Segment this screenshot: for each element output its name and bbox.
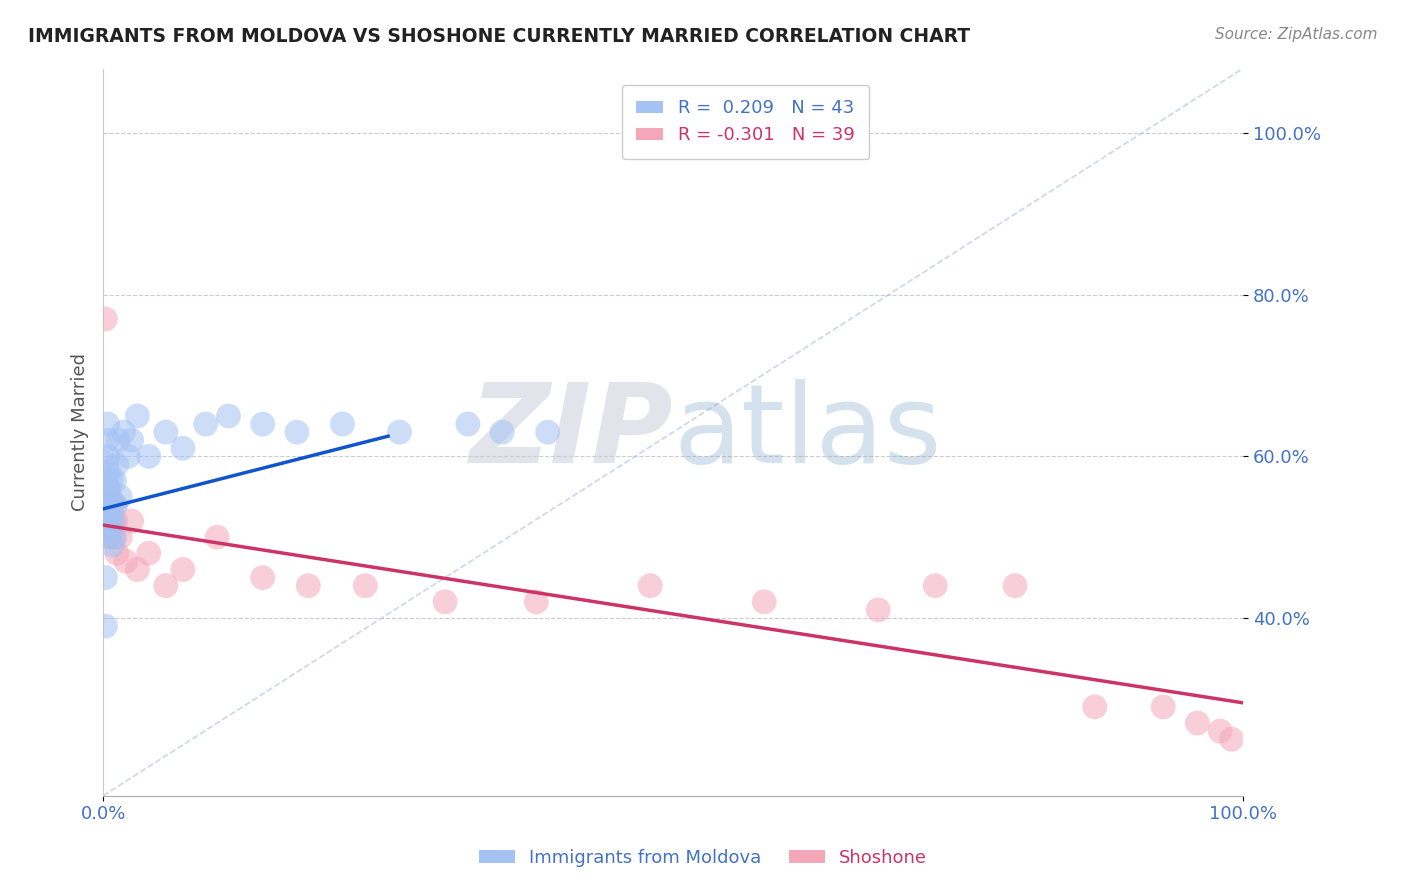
Point [98, 530, 121, 544]
Point [97, 514, 120, 528]
Point [638, 579, 661, 593]
Point [96, 498, 118, 512]
Point [115, 554, 138, 568]
Point [97, 498, 120, 512]
Point [1004, 579, 1026, 593]
Point [101, 498, 124, 512]
Point [754, 595, 776, 609]
Point [127, 409, 149, 423]
Point [104, 514, 127, 528]
Point [110, 490, 132, 504]
Legend: R =  0.209   N = 43, R = -0.301   N = 39: R = 0.209 N = 43, R = -0.301 N = 39 [621, 85, 869, 159]
Point [297, 579, 319, 593]
Point [138, 450, 160, 464]
Point [101, 538, 124, 552]
Point [1220, 732, 1243, 747]
Point [252, 571, 274, 585]
Point [1084, 699, 1107, 714]
Text: ZIP: ZIP [470, 378, 673, 485]
Point [110, 530, 132, 544]
Point [96, 514, 118, 528]
Point [100, 522, 122, 536]
Point [97, 530, 120, 544]
Point [218, 409, 240, 423]
Point [434, 595, 457, 609]
Point [107, 434, 129, 448]
Text: Source: ZipAtlas.com: Source: ZipAtlas.com [1215, 27, 1378, 42]
Point [121, 514, 143, 528]
Point [155, 579, 177, 593]
Text: atlas: atlas [673, 378, 942, 485]
Point [205, 530, 228, 544]
Point [97, 506, 120, 520]
Point [103, 514, 125, 528]
Point [97, 450, 120, 464]
Point [1209, 724, 1232, 739]
Point [96, 458, 118, 472]
Point [96, 474, 118, 488]
Point [117, 450, 139, 464]
Legend: Immigrants from Moldova, Shoshone: Immigrants from Moldova, Shoshone [471, 842, 935, 874]
Point [97, 506, 120, 520]
Point [924, 579, 946, 593]
Point [100, 474, 122, 488]
Point [98, 514, 121, 528]
Point [252, 417, 274, 431]
Point [172, 442, 194, 456]
Point [194, 417, 217, 431]
Point [94, 571, 117, 585]
Point [155, 425, 177, 439]
Point [94, 312, 117, 326]
Point [103, 530, 125, 544]
Point [491, 425, 513, 439]
Point [97, 498, 120, 512]
Point [98, 522, 121, 536]
Point [97, 482, 120, 496]
Point [97, 522, 120, 536]
Text: IMMIGRANTS FROM MOLDOVA VS SHOSHONE CURRENTLY MARRIED CORRELATION CHART: IMMIGRANTS FROM MOLDOVA VS SHOSHONE CURR… [28, 27, 970, 45]
Y-axis label: Currently Married: Currently Married [72, 353, 89, 511]
Point [388, 425, 411, 439]
Point [1152, 699, 1174, 714]
Point [98, 506, 121, 520]
Point [105, 546, 128, 560]
Point [97, 434, 120, 448]
Point [332, 417, 354, 431]
Point [1187, 716, 1209, 731]
Point [96, 490, 118, 504]
Point [97, 482, 120, 496]
Point [172, 562, 194, 576]
Point [354, 579, 377, 593]
Point [537, 425, 560, 439]
Point [524, 595, 547, 609]
Point [138, 546, 160, 560]
Point [97, 417, 120, 431]
Point [127, 562, 149, 576]
Point [112, 425, 135, 439]
Point [97, 466, 120, 480]
Point [103, 530, 125, 544]
Point [285, 425, 308, 439]
Point [105, 458, 128, 472]
Point [98, 490, 121, 504]
Point [104, 498, 127, 512]
Point [868, 603, 890, 617]
Point [101, 514, 124, 528]
Point [100, 514, 122, 528]
Point [103, 498, 125, 512]
Point [457, 417, 479, 431]
Point [94, 619, 117, 633]
Point [103, 474, 125, 488]
Point [121, 434, 143, 448]
